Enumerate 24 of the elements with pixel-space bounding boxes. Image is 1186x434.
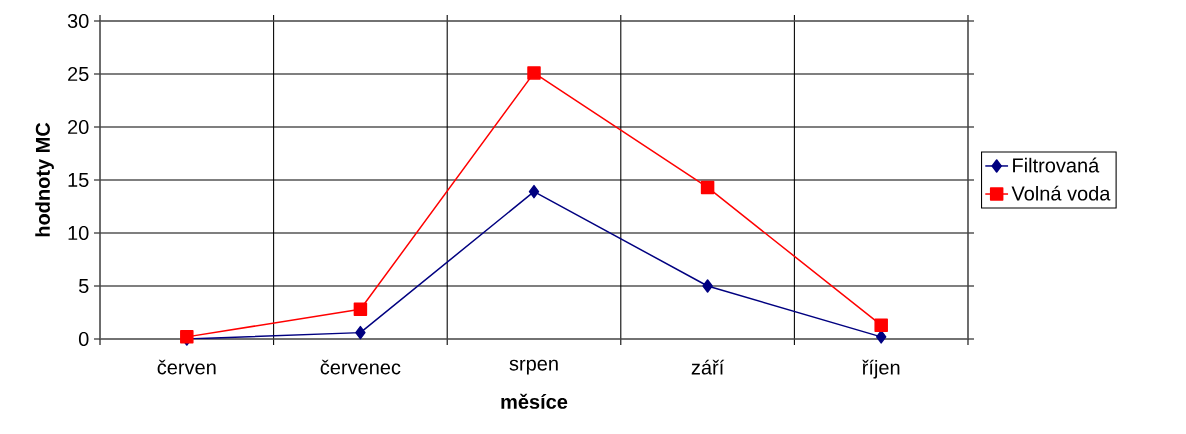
y-tick-label: 25 [68, 66, 89, 82]
y-axis-title: hodnoty MC [35, 122, 54, 237]
point [528, 184, 540, 199]
point [527, 66, 541, 80]
point [355, 325, 366, 340]
y-tick-label: 15 [68, 173, 89, 187]
point [702, 279, 713, 293]
x-tick-label: září [691, 359, 725, 375]
x-tick-label: srpen [509, 359, 558, 375]
y-tick-label: 5 [78, 279, 89, 293]
x-tick-label: říjen [862, 359, 900, 379]
x-axis-title: měsíce [501, 393, 568, 409]
y-tick-label: 20 [68, 119, 89, 135]
point [875, 330, 887, 344]
y-tick-label: 30 [67, 13, 89, 29]
point [700, 180, 715, 195]
point [353, 302, 368, 317]
point [874, 318, 888, 332]
y-tick-label: 10 [68, 225, 89, 241]
y-tick-label: 0 [78, 331, 89, 347]
x-tick-label: červen [157, 359, 216, 375]
legend-label: Filtrovaná [1013, 157, 1100, 173]
x-tick-label: červenec [320, 359, 401, 375]
legend-label: Volná voda [1011, 185, 1111, 201]
